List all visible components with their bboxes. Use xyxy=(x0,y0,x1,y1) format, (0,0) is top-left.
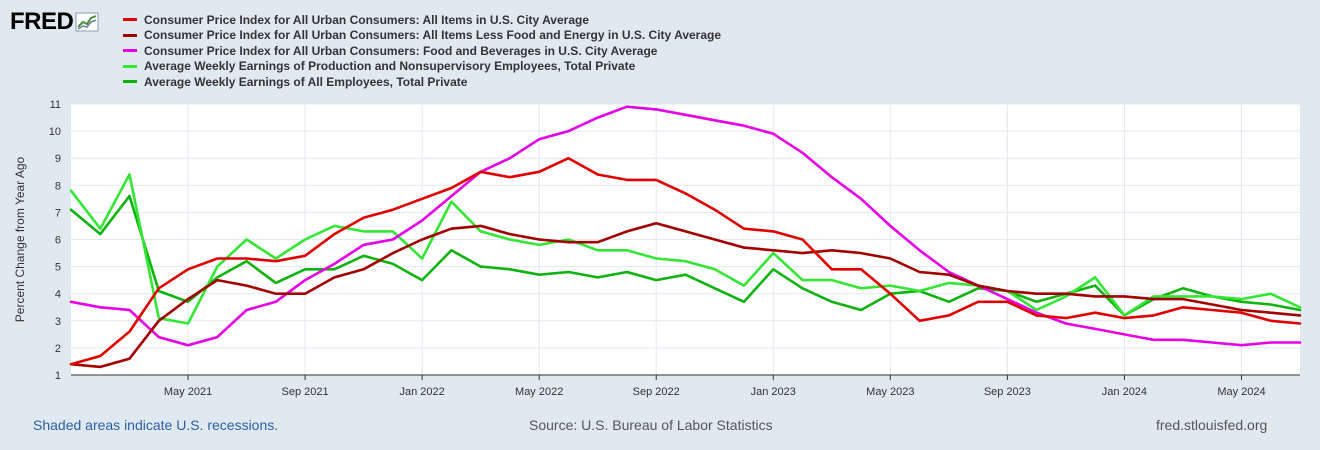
y-tick-label: 10 xyxy=(49,126,61,138)
x-tick-label: Sep 2023 xyxy=(984,386,1031,398)
line-chart: 1 2 3 4 5 6 7 8 9 10 11 May 2021 Sep 2021 Jan 2022 May… xyxy=(13,99,1302,398)
y-tick-label: 1 xyxy=(55,370,61,382)
fred-logo[interactable]: FRED xyxy=(10,8,99,36)
source-note: Source: U.S. Bureau of Labor Statistics xyxy=(529,417,773,433)
y-tick-label: 9 xyxy=(55,153,61,165)
legend-label: Average Weekly Earnings of All Employees… xyxy=(144,74,468,89)
y-tick-label: 5 xyxy=(55,262,61,274)
y-tick-label: 8 xyxy=(55,180,61,192)
x-tick-label: Sep 2022 xyxy=(633,386,680,398)
x-tick-label: Jan 2023 xyxy=(751,386,796,398)
x-tick-label: May 2022 xyxy=(515,386,563,398)
y-tick-label: 11 xyxy=(50,99,61,111)
legend-item-5[interactable]: Average Weekly Earnings of All Employees… xyxy=(123,74,721,90)
legend-swatch xyxy=(123,64,137,68)
legend-swatch xyxy=(123,80,137,84)
x-tick-label: May 2024 xyxy=(1217,386,1265,398)
y-tick-label: 7 xyxy=(55,207,61,219)
y-tick-label: 6 xyxy=(55,235,61,247)
legend-swatch xyxy=(123,18,137,22)
legend-swatch xyxy=(123,33,137,37)
x-tick-label: Sep 2021 xyxy=(282,386,329,398)
y-tick-label: 2 xyxy=(55,343,61,355)
y-tick-label: 3 xyxy=(55,316,61,328)
chart-legend: Consumer Price Index for All Urban Consu… xyxy=(123,12,721,90)
legend-item-4[interactable]: Average Weekly Earnings of Production an… xyxy=(123,59,721,75)
y-axis-label: Percent Change from Year Ago xyxy=(13,156,27,322)
legend-item-3[interactable]: Consumer Price Index for All Urban Consu… xyxy=(123,43,721,59)
fred-logo-text: FRED xyxy=(10,8,74,35)
series-line-1 xyxy=(69,156,1302,366)
legend-label: Consumer Price Index for All Urban Consu… xyxy=(144,28,722,43)
legend-label: Consumer Price Index for All Urban Consu… xyxy=(144,12,589,27)
y-tick-label: 4 xyxy=(55,289,61,301)
legend-label: Consumer Price Index for All Urban Consu… xyxy=(144,43,658,58)
x-tick-label: May 2021 xyxy=(164,386,212,398)
legend-item-2[interactable]: Consumer Price Index for All Urban Consu… xyxy=(123,28,721,44)
recessions-note[interactable]: Shaded areas indicate U.S. recessions. xyxy=(33,417,279,433)
series-line-5 xyxy=(69,194,1302,317)
x-tick-label: May 2023 xyxy=(866,386,914,398)
legend-swatch xyxy=(123,49,137,53)
series-line-4 xyxy=(69,173,1302,325)
legend-label: Average Weekly Earnings of Production an… xyxy=(144,59,636,74)
x-tick-label: Jan 2022 xyxy=(400,386,445,398)
x-tick-label: Jan 2024 xyxy=(1102,386,1147,398)
legend-item-1[interactable]: Consumer Price Index for All Urban Consu… xyxy=(123,12,721,28)
fred-graph-icon xyxy=(75,12,99,32)
series-line-3 xyxy=(69,105,1302,347)
series-line-2 xyxy=(69,221,1302,369)
fred-site-link[interactable]: fred.stlouisfed.org xyxy=(1156,417,1268,433)
